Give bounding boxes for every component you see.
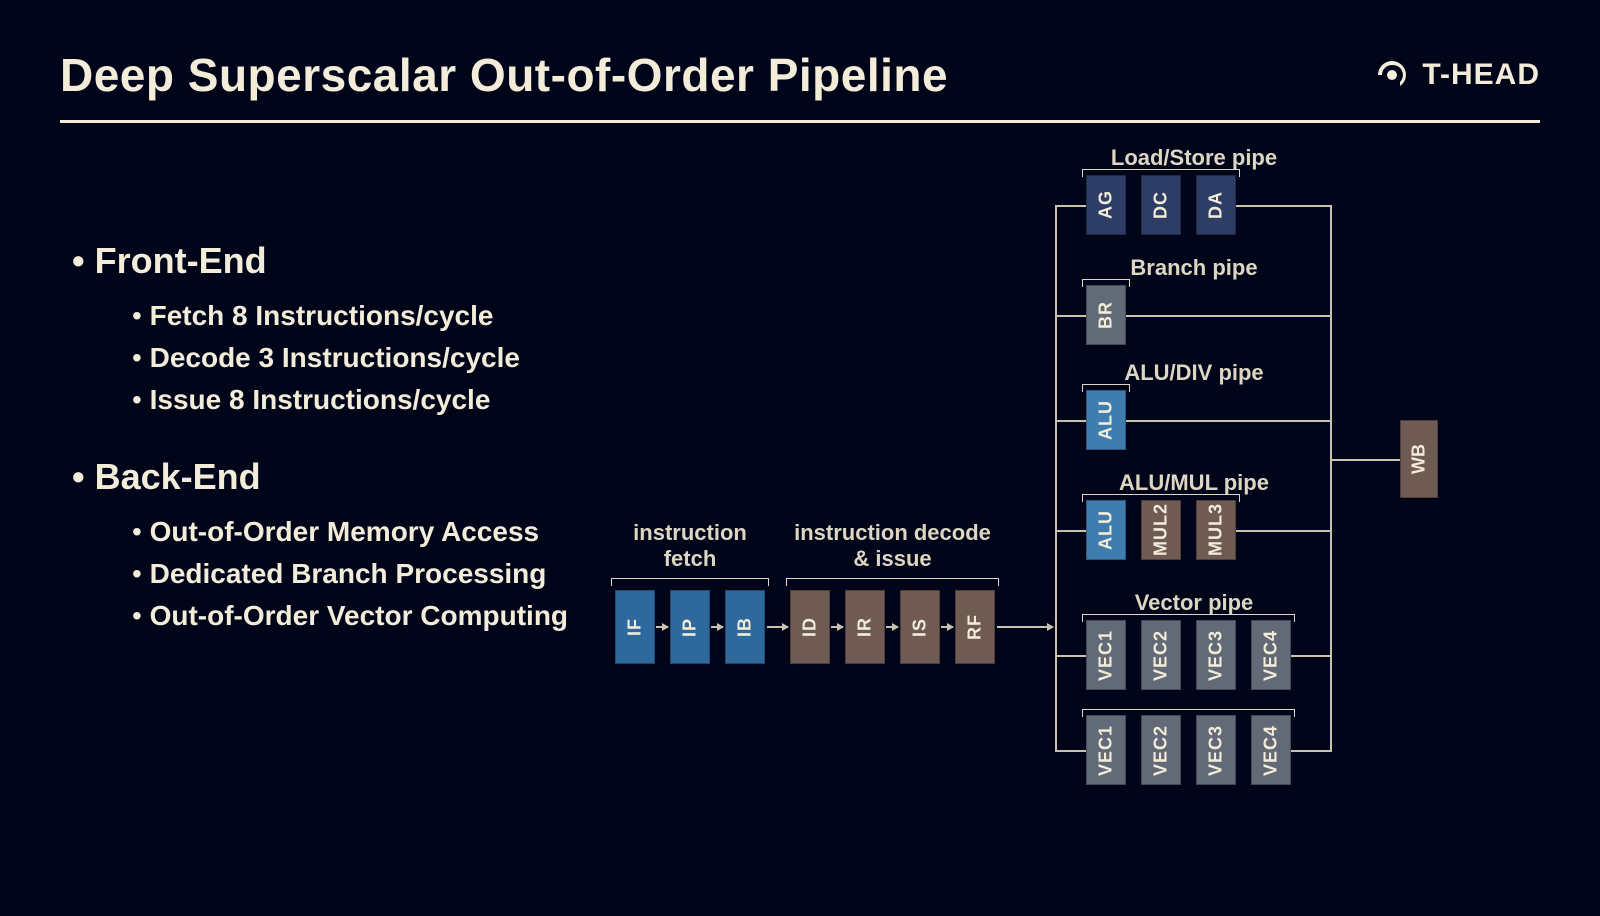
frontend-heading: Front-End [72, 240, 568, 282]
wire [1236, 205, 1332, 207]
wire [1330, 205, 1332, 752]
decode-stage: IR [845, 590, 885, 664]
bracket [1082, 279, 1130, 280]
bracket [1082, 709, 1295, 710]
bracket [1082, 494, 1240, 495]
pipeline-diagram: IFIPIB instructionfetchIDIRISRF instructio… [600, 140, 1580, 900]
wire [1055, 750, 1086, 752]
bracket [611, 578, 769, 579]
wire [1291, 750, 1332, 752]
aludiv-label: ALU/DIV pipe [1084, 360, 1304, 386]
fetch-stage: IP [670, 590, 710, 664]
pipe-stage: VEC4 [1251, 715, 1291, 785]
wire [1055, 420, 1086, 422]
fetch-stage: IB [725, 590, 765, 664]
pipe-stage: MUL3 [1196, 500, 1236, 560]
pipe-stage: AG [1086, 175, 1126, 235]
bullet-list: Front-End Fetch 8 Instructions/cycle Dec… [72, 240, 568, 642]
pipe-stage: VEC2 [1141, 620, 1181, 690]
fetch-stage: IF [615, 590, 655, 664]
frontend-item: Fetch 8 Instructions/cycle [132, 300, 568, 332]
page-title: Deep Superscalar Out-of-Order Pipeline [60, 48, 948, 102]
fetch-label: instructionfetch [600, 520, 780, 572]
title-rule [60, 120, 1540, 123]
pipe-stage: ALU [1086, 390, 1126, 450]
branch-label: Branch pipe [1084, 255, 1304, 281]
pipe-stage: BR [1086, 285, 1126, 345]
decode-label: instruction decode& issue [780, 520, 1005, 572]
backend-item: Dedicated Branch Processing [132, 558, 568, 590]
vector-label: Vector pipe [1084, 590, 1304, 616]
decode-stage: IS [900, 590, 940, 664]
wire [1055, 205, 1086, 207]
wire [1236, 530, 1332, 532]
wire [1055, 655, 1086, 657]
frontend-item: Issue 8 Instructions/cycle [132, 384, 568, 416]
wire [1291, 655, 1332, 657]
wire [1055, 315, 1086, 317]
bracket [1082, 614, 1295, 615]
arrow [941, 626, 953, 628]
bracket [1082, 384, 1130, 385]
wire [1055, 205, 1057, 752]
pipe-stage: VEC3 [1196, 715, 1236, 785]
brand-logo: T-HEAD [1372, 55, 1540, 95]
arrow [656, 626, 668, 628]
bracket [1082, 169, 1240, 170]
pipe-stage: VEC1 [1086, 715, 1126, 785]
frontend-item: Decode 3 Instructions/cycle [132, 342, 568, 374]
decode-stage: RF [955, 590, 995, 664]
wb-stage: WB [1400, 420, 1438, 498]
arrow [997, 626, 1053, 628]
decode-stage: ID [790, 590, 830, 664]
pipe-stage: DC [1141, 175, 1181, 235]
pipe-stage: VEC2 [1141, 715, 1181, 785]
arrow [886, 626, 898, 628]
pipe-stage: DA [1196, 175, 1236, 235]
wire [1126, 420, 1332, 422]
pipe-stage: VEC1 [1086, 620, 1126, 690]
title-row: Deep Superscalar Out-of-Order Pipeline T… [60, 48, 1540, 102]
wire [1330, 459, 1400, 461]
alumul-label: ALU/MUL pipe [1084, 470, 1304, 496]
arrow [767, 626, 788, 628]
thead-icon [1372, 55, 1412, 95]
backend-item: Out-of-Order Memory Access [132, 516, 568, 548]
wire [1055, 530, 1086, 532]
pipe-stage: VEC4 [1251, 620, 1291, 690]
brand-text: T-HEAD [1422, 58, 1540, 92]
loadstore-label: Load/Store pipe [1084, 145, 1304, 171]
backend-heading: Back-End [72, 456, 568, 498]
arrow [831, 626, 843, 628]
arrow [711, 626, 723, 628]
wire [1126, 315, 1332, 317]
pipe-stage: MUL2 [1141, 500, 1181, 560]
pipe-stage: VEC3 [1196, 620, 1236, 690]
slide: Deep Superscalar Out-of-Order Pipeline T… [0, 0, 1600, 916]
bracket [786, 578, 999, 579]
pipe-stage: ALU [1086, 500, 1126, 560]
backend-item: Out-of-Order Vector Computing [132, 600, 568, 632]
